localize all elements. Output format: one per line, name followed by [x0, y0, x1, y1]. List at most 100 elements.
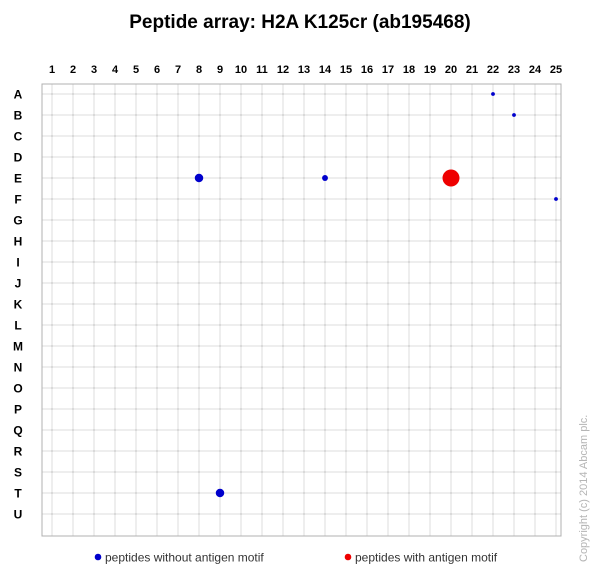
grid-node	[324, 366, 326, 368]
grid-node	[135, 219, 137, 221]
grid-node	[303, 513, 305, 515]
grid-node	[492, 366, 494, 368]
grid-node	[513, 450, 515, 452]
grid-node	[135, 408, 137, 410]
grid-node	[366, 471, 368, 473]
grid-node	[366, 114, 368, 116]
grid-node	[177, 93, 179, 95]
grid-node	[240, 324, 242, 326]
grid-node	[471, 345, 473, 347]
grid-node	[177, 219, 179, 221]
grid-node	[93, 492, 95, 494]
grid-node	[408, 114, 410, 116]
grid-node	[261, 429, 263, 431]
grid-node	[135, 513, 137, 515]
grid-node	[513, 471, 515, 473]
grid-node	[177, 261, 179, 263]
grid-node	[261, 114, 263, 116]
grid-node	[513, 429, 515, 431]
grid-node	[429, 282, 431, 284]
grid-node	[261, 324, 263, 326]
grid-node	[513, 324, 515, 326]
grid-node	[156, 429, 158, 431]
grid-node	[261, 135, 263, 137]
grid-node	[408, 345, 410, 347]
grid-node	[450, 408, 452, 410]
grid-node	[51, 366, 53, 368]
row-tick-I: I	[16, 256, 19, 270]
grid-node	[282, 219, 284, 221]
grid-node	[345, 366, 347, 368]
grid-node	[429, 450, 431, 452]
grid-node	[303, 240, 305, 242]
grid-node	[492, 219, 494, 221]
grid-node	[366, 93, 368, 95]
grid-node	[471, 303, 473, 305]
grid-node	[324, 492, 326, 494]
grid-node	[303, 450, 305, 452]
grid-node	[198, 408, 200, 410]
grid-node	[366, 387, 368, 389]
grid-node	[345, 261, 347, 263]
plot-frame	[41, 83, 562, 537]
col-tick-11: 11	[256, 64, 268, 76]
grid-node	[534, 345, 536, 347]
grid-node	[51, 471, 53, 473]
grid-node	[93, 156, 95, 158]
grid-node	[429, 387, 431, 389]
grid-node	[135, 240, 137, 242]
row-tick-H: H	[14, 235, 23, 249]
grid-node	[534, 429, 536, 431]
grid-node	[324, 282, 326, 284]
grid-node	[198, 114, 200, 116]
col-tick-4: 4	[112, 64, 119, 76]
grid-node	[156, 345, 158, 347]
grid-node	[198, 303, 200, 305]
grid-node	[408, 387, 410, 389]
row-tick-L: L	[14, 319, 21, 333]
grid-node	[135, 261, 137, 263]
grid-node	[282, 240, 284, 242]
grid-node	[114, 471, 116, 473]
col-tick-10: 10	[235, 64, 247, 76]
grid-node	[177, 429, 179, 431]
grid-node	[282, 513, 284, 515]
grid-node	[408, 408, 410, 410]
grid-node	[471, 387, 473, 389]
grid-node	[471, 408, 473, 410]
grid-node	[72, 219, 74, 221]
grid-node	[345, 198, 347, 200]
grid-node	[93, 261, 95, 263]
grid-node	[72, 114, 74, 116]
grid-node	[471, 135, 473, 137]
grid-node	[450, 450, 452, 452]
grid-node	[72, 429, 74, 431]
col-tick-21: 21	[466, 64, 478, 76]
grid-node	[471, 282, 473, 284]
grid-node	[534, 366, 536, 368]
grid-node	[492, 156, 494, 158]
grid-node	[240, 303, 242, 305]
grid-node	[282, 345, 284, 347]
grid-node	[177, 135, 179, 137]
grid-node	[303, 492, 305, 494]
grid-node	[387, 219, 389, 221]
grid-node	[177, 366, 179, 368]
grid-node	[51, 429, 53, 431]
grid-node	[555, 366, 557, 368]
grid-node	[114, 303, 116, 305]
grid-node	[177, 324, 179, 326]
grid-node	[513, 366, 515, 368]
grid-node	[387, 513, 389, 515]
grid-node	[408, 471, 410, 473]
grid-node	[114, 366, 116, 368]
grid-node	[513, 345, 515, 347]
grid-node	[408, 513, 410, 515]
grid-node	[303, 135, 305, 137]
grid-node	[156, 471, 158, 473]
grid-node	[198, 219, 200, 221]
grid-node	[492, 282, 494, 284]
grid-node	[198, 387, 200, 389]
grid-node	[534, 450, 536, 452]
